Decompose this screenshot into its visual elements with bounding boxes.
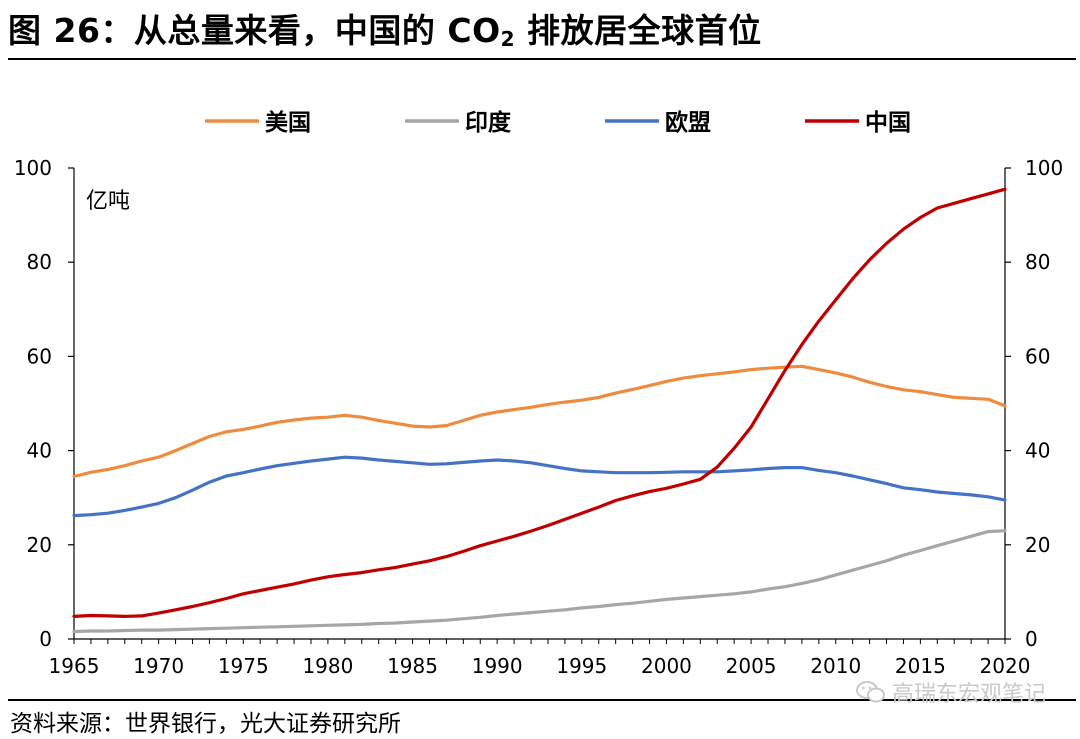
legend-label: 中国	[865, 110, 911, 136]
legend-label: 美国	[265, 109, 311, 136]
x-tick-label: 2010	[810, 654, 861, 678]
x-tick-label: 1980	[302, 654, 353, 678]
source-rule	[8, 699, 1076, 701]
right-y-tick-label: 40	[1025, 439, 1050, 463]
series-line-美国	[72, 364, 1007, 479]
source-note: 资料来源：世界银行，光大证券研究所	[10, 711, 401, 737]
left-y-tick-label: 0	[39, 627, 52, 651]
right-y-tick-label: 0	[1025, 627, 1038, 651]
x-tick-label: 2020	[980, 654, 1031, 678]
x-tick-label: 2000	[641, 654, 692, 678]
series-lines	[72, 187, 1007, 634]
right-y-tick-label: 60	[1025, 344, 1050, 368]
watermark-text: 高瑞东宏观笔记	[891, 682, 1046, 707]
title-rule	[8, 58, 1076, 60]
right-y-tick-label: 20	[1025, 533, 1050, 557]
left-y-tick-label: 60	[27, 344, 52, 368]
x-tick-label: 1985	[387, 654, 438, 678]
left-y-tick-label: 80	[27, 250, 52, 274]
x-tick-label: 2005	[726, 654, 777, 678]
x-tick-label: 1965	[49, 654, 100, 678]
legend-label: 欧盟	[665, 110, 711, 136]
legend-label: 印度	[465, 109, 512, 136]
right-y-tick-label: 80	[1025, 250, 1050, 274]
left-y-tick-label: 100	[14, 156, 52, 180]
legend: 美国 印度 欧盟 中国	[205, 109, 911, 136]
chart-title: 图 26：从总量来看，中国的 CO2 排放居全球首位	[8, 11, 762, 51]
x-tick-label: 1990	[472, 654, 523, 678]
left-y-tick-label: 40	[27, 439, 52, 463]
x-tick-label: 2015	[895, 654, 946, 678]
wechat-icon	[855, 681, 885, 703]
x-tick-label: 1975	[218, 654, 269, 678]
left-y-tick-label: 20	[27, 533, 52, 557]
series-line-中国	[72, 187, 1007, 619]
watermark: 高瑞东宏观笔记	[855, 676, 1046, 708]
right-y-tick-label: 100	[1025, 156, 1063, 180]
x-tick-label: 1995	[556, 654, 607, 678]
unit-label: 亿吨	[86, 189, 130, 214]
x-tick-label: 1970	[133, 654, 184, 678]
series-line-印度	[72, 529, 1007, 634]
series-line-欧盟	[72, 455, 1007, 518]
